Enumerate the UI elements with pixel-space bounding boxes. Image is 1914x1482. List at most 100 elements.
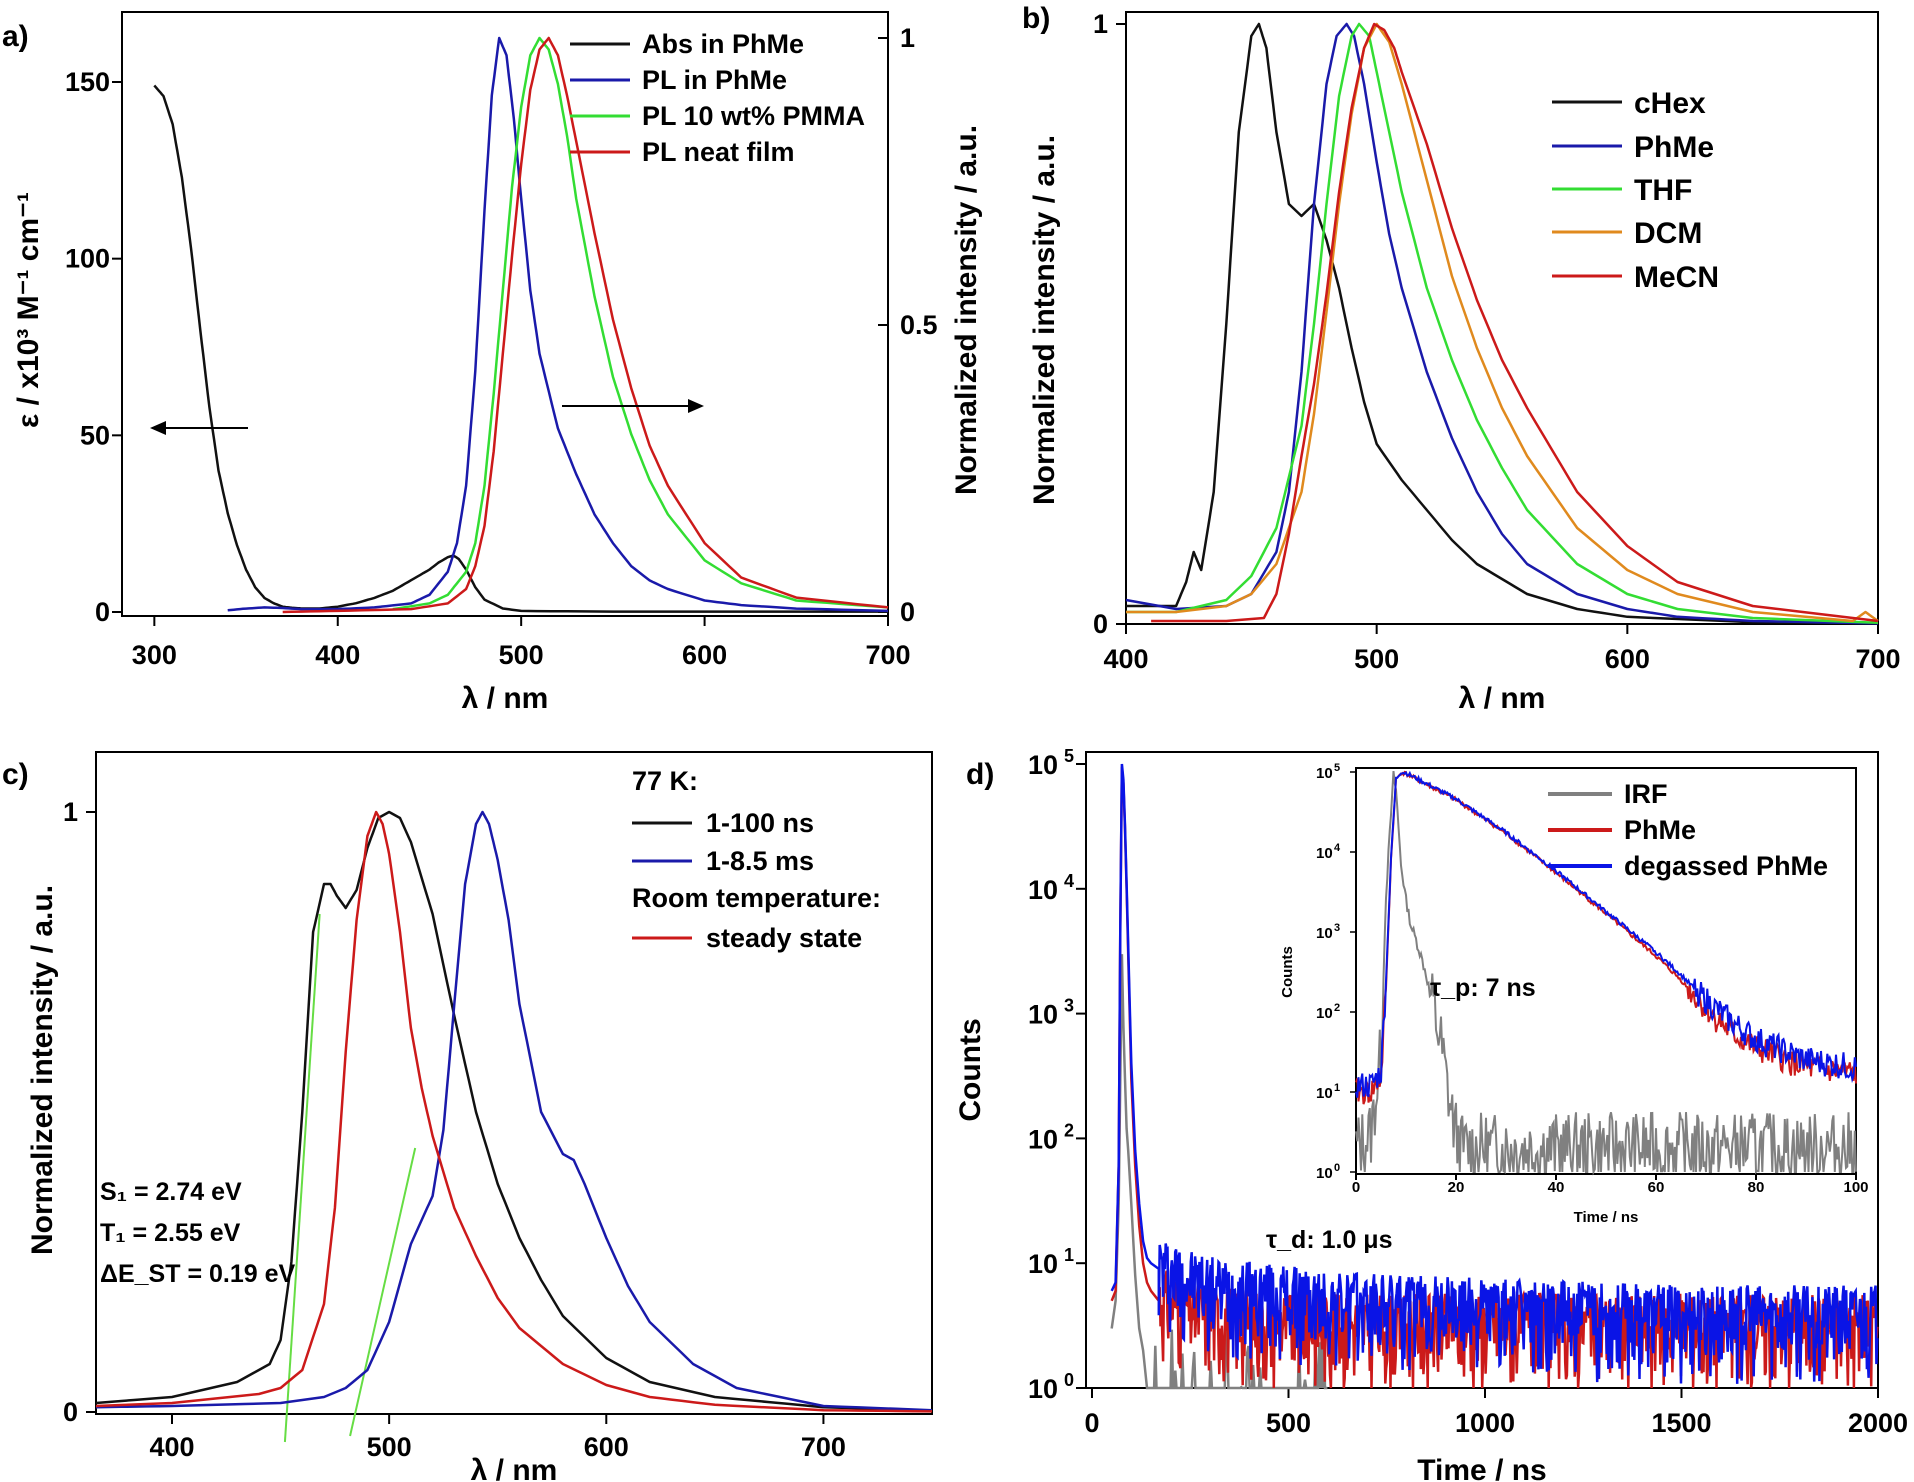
panel-c-y-axis-title: Normalized intensity / a.u. xyxy=(26,885,59,1255)
inset-y-tick-exponent: 0 xyxy=(1334,1162,1340,1174)
y-tick-exponent: 0 xyxy=(1064,1370,1074,1390)
series-line-phme xyxy=(1125,22,1879,625)
series-line-abs-in-phme xyxy=(153,84,888,613)
legend-label-pl-pmma: PL 10 wt% PMMA xyxy=(642,101,865,131)
inset-y-tick-label: 10 xyxy=(1316,1005,1333,1022)
legend-label-steady-state: steady state xyxy=(706,923,862,953)
legend-label-thf: THF xyxy=(1634,174,1692,207)
panel-b-x-axis-title: λ / nm xyxy=(1459,682,1546,715)
series-line-pl-neat-film xyxy=(282,36,889,614)
x-tick-label: 100 xyxy=(1843,1179,1868,1196)
x-tick-label: 0 xyxy=(1084,1408,1099,1438)
panel-a-y-axis-title: ε / x10³ M⁻¹ cm⁻¹ xyxy=(12,192,45,428)
inset-y-tick-exponent: 2 xyxy=(1334,1002,1340,1014)
series-line-dcm xyxy=(1126,22,1879,623)
inset-y-tick-exponent: 3 xyxy=(1334,922,1340,934)
legend-label-mecn: MeCN xyxy=(1634,261,1719,294)
x-tick-label: 0 xyxy=(1352,1179,1360,1196)
inset-background xyxy=(1354,766,1858,1176)
y-tick-label: 10 xyxy=(1028,875,1058,905)
y-tick-label: 100 xyxy=(65,244,110,274)
x-tick-label: 600 xyxy=(682,640,727,670)
x-tick-label: 500 xyxy=(367,1432,412,1462)
inset-y-tick-exponent: 4 xyxy=(1334,842,1341,854)
series-line-chex xyxy=(1126,22,1879,625)
right-y-tick-label: 0 xyxy=(900,597,915,627)
x-tick-label: 700 xyxy=(1855,644,1900,674)
series-line-pl-in-phme xyxy=(227,36,889,613)
series-line-1-8-5-ms xyxy=(95,810,933,1412)
series-line-steady-state xyxy=(95,810,933,1413)
panel-d-y-axis-title: Counts xyxy=(954,1018,987,1121)
inset-frame xyxy=(1355,767,1857,1175)
panel-d-y-ticks: 10 0 10 1 10 2 10 3 10 4 10 5 xyxy=(1028,746,1086,1404)
x-tick-label: 400 xyxy=(315,640,360,670)
panel-a-series xyxy=(153,36,889,614)
panel-c-legend: 77 K: 1-100 ns 1-8.5 ms Room temperature… xyxy=(632,766,881,953)
panel-a-legend: Abs in PhMe PL in PhMe PL 10 wt% PMMA PL… xyxy=(570,29,865,167)
series-line-pl-10-wt-pmma xyxy=(392,36,889,611)
legend-header-77k: 77 K: xyxy=(632,766,698,796)
legend-label-chex: cHex xyxy=(1634,87,1706,120)
panel-d-series xyxy=(1110,763,1879,1390)
series-line-degassed-phme xyxy=(1110,763,1879,1384)
inset-series-line-degassed-phme xyxy=(1355,770,1857,1098)
inset-y-tick-label: 10 xyxy=(1316,845,1333,862)
y-tick-label: 150 xyxy=(65,67,110,97)
panel-b-x-ticks: 400 500 600 700 xyxy=(1103,624,1901,674)
right-y-tick-label: 1 xyxy=(900,23,915,53)
inset-series xyxy=(1355,770,1857,1176)
x-tick-label: 600 xyxy=(584,1432,629,1462)
right-axis-arrow xyxy=(562,399,704,413)
onset-tangent-line xyxy=(349,1147,417,1437)
x-tick-label: 400 xyxy=(149,1432,194,1462)
legend-label-1-100ns: 1-100 ns xyxy=(706,808,814,838)
x-tick-label: 2000 xyxy=(1848,1408,1908,1438)
panel-c-y-ticks: 01 xyxy=(63,797,96,1427)
inset-y-tick-exponent: 5 xyxy=(1334,762,1340,774)
x-tick-label: 20 xyxy=(1448,1179,1465,1196)
panel-c-label: c) xyxy=(2,758,29,791)
inset-x-ticks: 0 20 40 60 80 100 xyxy=(1352,1174,1869,1196)
series-line-mecn xyxy=(1151,22,1879,623)
y-tick-label: 1 xyxy=(63,797,78,827)
legend-label-irf: IRF xyxy=(1624,779,1668,809)
y-tick-label: 10 xyxy=(1028,1249,1058,1279)
inset-series-line-irf xyxy=(1355,770,1857,1176)
y-tick-label: 10 xyxy=(1028,1374,1058,1404)
inset-y-tick-label: 10 xyxy=(1316,925,1333,942)
series-line-irf xyxy=(1110,954,1328,1390)
legend-header-room-temp: Room temperature: xyxy=(632,883,881,913)
y-tick-exponent: 5 xyxy=(1064,746,1074,766)
annotation-delta-est: ΔE_ST = 0.19 eV xyxy=(100,1260,295,1288)
x-tick-label: 600 xyxy=(1605,644,1650,674)
panel-c: c) 400 500 600 700 01 λ / nm Normalized int… xyxy=(2,751,933,1482)
y-tick-label: 10 xyxy=(1028,1000,1058,1030)
panel-b-y-axis-title: Normalized intensity / a.u. xyxy=(1028,135,1061,505)
panel-a-right-y-ticks: 00.51 xyxy=(878,23,938,627)
panel-b: b) 400 500 600 700 01 λ / nm Normalized int… xyxy=(1022,2,1901,715)
inset-x-axis-title: Time / ns xyxy=(1574,1209,1639,1226)
panel-c-x-axis-title: λ / nm xyxy=(471,1454,558,1482)
x-tick-label: 700 xyxy=(865,640,910,670)
onset-tangent-line xyxy=(283,913,321,1443)
panel-c-energy-annotations: S₁ = 2.74 eV T₁ = 2.55 eV ΔE_ST = 0.19 e… xyxy=(100,1178,295,1288)
annotation-tau-p: τ_p: 7 ns xyxy=(1430,974,1536,1002)
panel-c-onset-tangents xyxy=(283,913,417,1443)
y-tick-exponent: 4 xyxy=(1064,871,1074,891)
legend-label-phme: PhMe xyxy=(1634,131,1714,164)
y-tick-label: 0 xyxy=(1093,609,1108,639)
x-tick-label: 1000 xyxy=(1455,1408,1515,1438)
x-tick-label: 60 xyxy=(1648,1179,1665,1196)
panel-d-x-ticks: 0 500 1000 1500 2000 xyxy=(1084,1388,1908,1438)
panel-a-frame xyxy=(121,11,889,617)
x-tick-label: 500 xyxy=(1266,1408,1311,1438)
x-tick-label: 500 xyxy=(1354,644,1399,674)
x-tick-label: 400 xyxy=(1103,644,1148,674)
x-tick-label: 300 xyxy=(132,640,177,670)
